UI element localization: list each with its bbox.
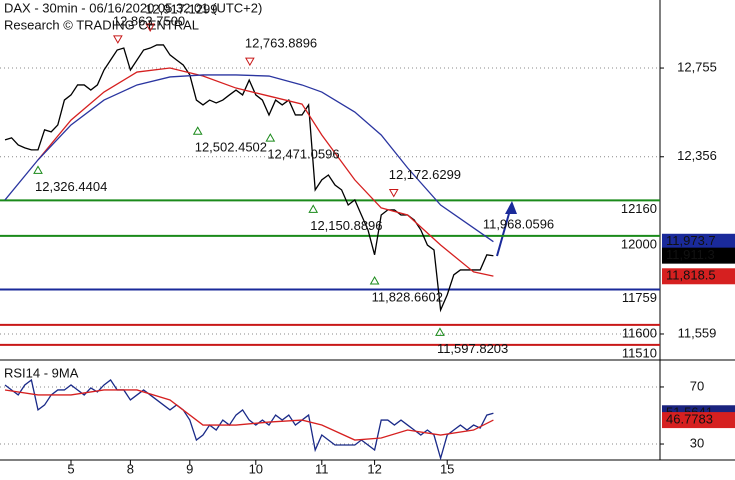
high-marker [388, 189, 399, 198]
y-tick-label: 12,755 [677, 59, 717, 74]
annotation-label: 12,502.4502 [195, 140, 267, 155]
annotation-label: 11,597.8203 [437, 341, 508, 356]
annotation-label: 12,917.1299 [145, 1, 217, 16]
low-marker [369, 276, 380, 285]
x-tick-label: 8 [127, 461, 134, 476]
chart-title: RSI14 - 9MA [4, 365, 79, 380]
arrow-shaft [496, 209, 511, 257]
annotation-label: 12,763.8896 [245, 36, 317, 51]
x-tick-label: 10 [249, 461, 263, 476]
annotation-label: 12,150.8896 [310, 218, 382, 233]
x-tick-label: 15 [440, 461, 454, 476]
low-marker [265, 133, 276, 142]
series-line [4, 389, 494, 441]
last-value-label: 11,973.7 [666, 233, 716, 248]
annotation-label: 11,968.0596 [483, 216, 554, 231]
last-value-box [662, 268, 735, 285]
level-label: 12000 [621, 236, 657, 251]
low-marker [435, 327, 445, 336]
last-value-box [662, 247, 735, 264]
annotation-label: 12,471.0596 [267, 147, 339, 162]
y-tick-label: 12,356 [677, 148, 717, 163]
low-marker [308, 204, 319, 213]
x-tick-label: 11 [315, 461, 329, 476]
level-label: 12160 [621, 201, 657, 216]
annotation-label: 12,863.7500 [113, 13, 185, 28]
y-tick-label: 30 [690, 435, 704, 450]
x-tick-label: 12 [367, 461, 381, 476]
last-value-box [662, 233, 735, 250]
last-value-label: 11,818.5 [666, 268, 716, 283]
y-tick-label: 70 [690, 378, 704, 393]
low-marker [33, 165, 43, 174]
level-label: 11510 [622, 345, 657, 360]
series-line [4, 74, 494, 243]
annotation-label: 12,172.6299 [389, 167, 461, 182]
chart-title: DAX - 30min - 06/16/2020 05:32:01 (UTC+2… [4, 0, 262, 15]
forecast-arrow [496, 201, 517, 257]
chart-subtitle: Research © TRADING CENTRAL [4, 17, 199, 32]
arrow-head [505, 201, 517, 214]
x-tick-label: 5 [67, 461, 74, 476]
last-value-label: 46.7783 [666, 412, 713, 427]
series-line [37, 67, 494, 277]
last-value-box [662, 412, 735, 429]
level-label: 11759 [622, 290, 657, 305]
level-label: 11600 [622, 325, 657, 340]
x-tick-label: 9 [186, 461, 193, 476]
annotation-label: 12,326.4404 [35, 179, 107, 194]
high-marker [145, 23, 156, 32]
high-marker [112, 35, 123, 44]
y-tick-label: 11,559 [678, 325, 717, 340]
high-marker [244, 57, 255, 67]
last-value-label: 11,911.3 [666, 247, 715, 262]
annotation-label: 11,828.6602 [372, 289, 443, 304]
low-marker [192, 126, 203, 135]
